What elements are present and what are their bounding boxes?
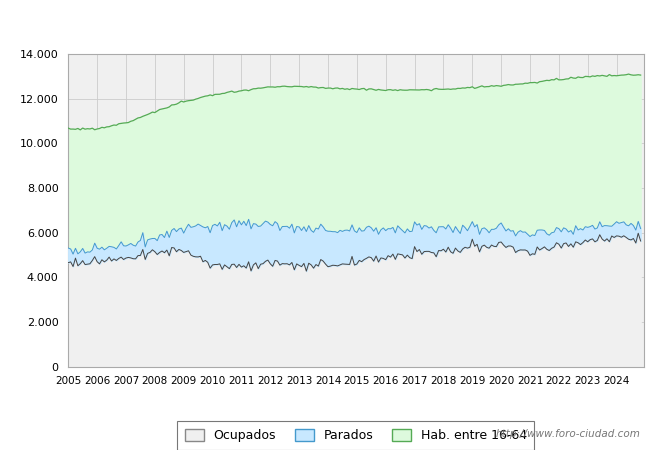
Text: Archena - Evolucion de la poblacion en edad de Trabajar Noviembre de 2024: Archena - Evolucion de la poblacion en e… <box>39 16 611 29</box>
Legend: Ocupados, Parados, Hab. entre 16-64: Ocupados, Parados, Hab. entre 16-64 <box>177 421 534 450</box>
Text: http://www.foro-ciudad.com: http://www.foro-ciudad.com <box>495 429 640 439</box>
